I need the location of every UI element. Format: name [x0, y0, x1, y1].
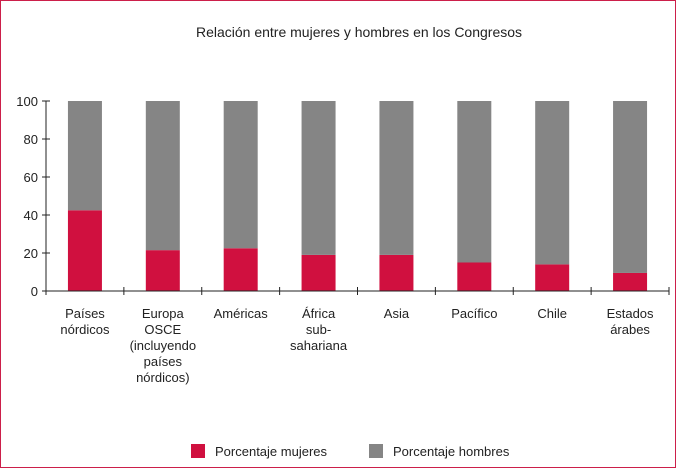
bar-mujeres-7 — [613, 272, 648, 291]
y-tick-label-100: 100 — [16, 94, 38, 109]
bar-hombres-5 — [457, 101, 492, 263]
y-tick-label-80: 80 — [24, 132, 38, 147]
legend: Porcentaje mujeres Porcentaje hombres — [191, 444, 510, 459]
x-tick-label-4: Asia — [384, 306, 410, 321]
bar-mujeres-4 — [379, 254, 414, 291]
bar-mujeres-3 — [301, 254, 336, 291]
bar-hombres-1 — [145, 101, 180, 251]
x-tick-label-7: Estados árabes — [607, 306, 654, 337]
y-tick-label-0: 0 — [31, 284, 38, 299]
x-tick-label-5: Pacífico — [451, 306, 497, 321]
bar-mujeres-6 — [535, 264, 570, 291]
legend-swatch-0 — [191, 444, 205, 458]
bars-group — [67, 101, 648, 291]
x-ticks-group: Países nórdicos Europa OSCE (incluyendo paíse… — [60, 306, 654, 385]
x-tick-label-0: Países nórdicos — [60, 306, 110, 337]
x-tick-label-1: Europa OSCE (incluyendo países nórdicos) — [130, 306, 197, 385]
bar-hombres-4 — [379, 101, 414, 255]
bar-hombres-6 — [535, 101, 570, 265]
bar-mujeres-5 — [457, 262, 492, 291]
y-tick-label-60: 60 — [24, 170, 38, 185]
bar-mujeres-2 — [223, 248, 258, 291]
bar-hombres-2 — [223, 101, 258, 249]
bar-mujeres-1 — [145, 250, 180, 291]
axes-group — [42, 100, 670, 295]
legend-label-1: Porcentaje hombres — [393, 444, 510, 459]
legend-swatch-1 — [369, 444, 383, 458]
chart-title: Relación entre mujeres y hombres en los … — [196, 24, 522, 40]
bar-hombres-3 — [301, 101, 336, 255]
bar-mujeres-0 — [67, 210, 102, 291]
y-tick-label-40: 40 — [24, 208, 38, 223]
y-ticks-group: 0 20 40 60 80 100 — [16, 94, 38, 299]
x-tick-label-6: Chile — [537, 306, 567, 321]
y-tick-label-20: 20 — [24, 246, 38, 261]
bar-hombres-7 — [613, 101, 648, 273]
legend-label-0: Porcentaje mujeres — [215, 444, 327, 459]
bar-hombres-0 — [67, 101, 102, 211]
x-tick-label-3: África sub-sahariana — [290, 306, 348, 353]
x-tick-label-2: Américas — [214, 306, 269, 321]
